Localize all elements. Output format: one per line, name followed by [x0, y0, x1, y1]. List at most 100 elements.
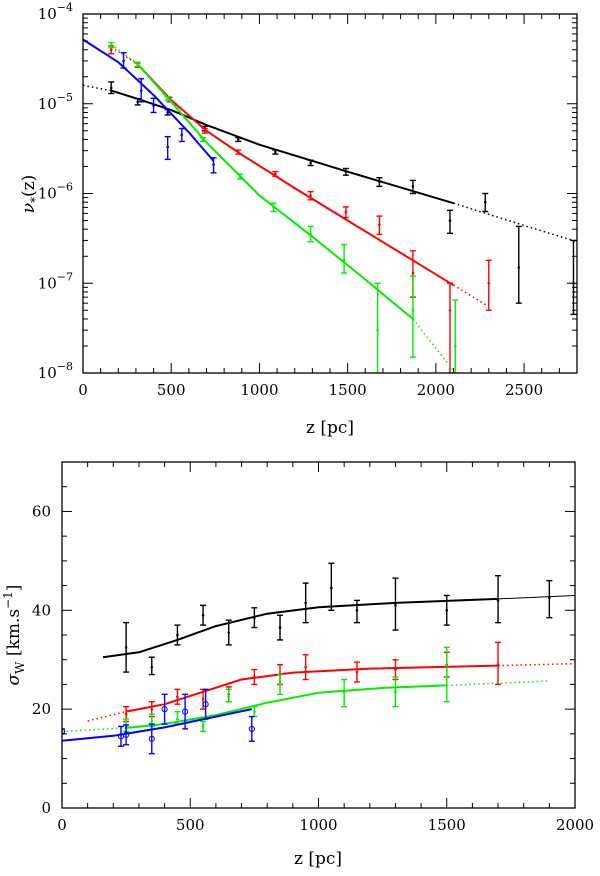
top-panel-black-data-point	[344, 170, 348, 173]
bottom-panel-green-fit-dotted	[62, 727, 127, 733]
top-panel-blue-data-point	[122, 59, 125, 63]
bottom-panel-black-data-point	[496, 599, 500, 602]
bottom-panel-red-data-point	[201, 697, 205, 701]
bottom-panel-series	[62, 562, 575, 755]
bottom-panel-red-extrapolation-dotted	[498, 662, 575, 667]
top-panel-black-data-point	[378, 180, 381, 184]
top-panel-black-data-point	[109, 86, 113, 90]
bottom-panel-green-data-point	[227, 695, 231, 699]
bottom-panel-blue-data-point	[202, 701, 209, 708]
top-panel-y-tick-base: 10	[38, 274, 57, 292]
bottom-panel-blue-data-point	[161, 706, 168, 713]
bottom-panel-green-data-point	[253, 710, 256, 713]
top-panel-blue-data-point	[180, 133, 184, 137]
top-panel-x-tick-label: 2500	[505, 381, 543, 399]
top-panel-y-label-sub: *	[28, 197, 42, 203]
top-panel-blue-data-point	[166, 145, 169, 149]
bottom-panel-green-data-point	[176, 717, 179, 721]
bottom-panel-y-label-sub: W	[13, 661, 27, 674]
top-panel-black-data-point	[448, 219, 452, 222]
top-panel-red-data-point	[109, 48, 113, 52]
top-panel-green-data-point	[376, 328, 379, 332]
top-panel-red-data-point	[344, 210, 348, 214]
bottom-panel-y-tick-label: 40	[32, 601, 51, 619]
top-panel-green-data-point	[201, 138, 205, 141]
bottom-panel-red-fit-dotted	[87, 710, 127, 722]
bottom-panel-y-label-unit-exp: −1	[1, 591, 15, 609]
top-panel-blue-data-point	[212, 163, 215, 166]
top-panel-red-data-point	[236, 150, 240, 154]
top-panel-x-tick-label: 500	[157, 381, 186, 399]
top-panel-y-label-tail: (z)	[19, 175, 39, 197]
bottom-panel-x-tick-label: 2000	[556, 816, 594, 834]
bottom-panel-black-data-point	[124, 646, 128, 649]
bottom-panel-red-data-point	[394, 668, 397, 671]
bottom-panel-x-tick-label: 1500	[428, 816, 466, 834]
top-panel-x-axis-label: z [pc]	[306, 418, 354, 438]
top-panel-ticks	[82, 13, 578, 374]
top-panel-blue-fit-line	[83, 38, 215, 162]
top-panel-black-data-point	[309, 161, 312, 165]
bottom-panel-red-data-point	[124, 712, 128, 716]
bottom-panel-red-data-point	[496, 663, 500, 666]
top-panel-y-tick-exp: −5	[57, 91, 73, 104]
bottom-panel-x-tick-labels: 0 500 1000 1500 2000	[57, 816, 594, 834]
top-panel-y-tick-label: 10−8	[38, 360, 73, 382]
bottom-panel-green-data-point	[278, 683, 282, 686]
top-panel-green-data-point	[166, 97, 169, 100]
bottom-panel-blue-data-point	[248, 725, 255, 733]
bottom-panel-green-data-point	[342, 690, 346, 694]
bottom-panel-black-data-point	[253, 616, 256, 619]
top-panel: 0 500 1000 1500 2000 2500 10−810−710−610−510−…	[19, 1, 578, 438]
bottom-panel-y-axis-label: σW [km.s−1]	[1, 585, 27, 686]
top-panel-red-data-point	[487, 281, 491, 285]
bottom-panel-black-data-point	[201, 613, 205, 617]
top-panel-red-fit-line	[136, 63, 455, 287]
top-panel-y-tick-label: 10−6	[38, 181, 73, 203]
top-panel-black-data-point	[411, 185, 415, 188]
bottom-panel-x-tick-label: 0	[57, 816, 67, 834]
top-panel-black-fit-dotted	[83, 84, 112, 92]
bottom-panel-green-data-point	[445, 675, 449, 679]
top-panel-y-tick-exp: −4	[57, 1, 73, 14]
top-panel-y-tick-labels: 10−810−710−610−510−4	[38, 1, 73, 382]
top-panel-red-data-point	[378, 223, 381, 226]
bottom-panel-y-tick-label: 20	[32, 700, 51, 718]
bottom-panel-y-label-unit-post: ]	[4, 585, 24, 592]
top-panel-green-fit-dotted	[110, 43, 139, 65]
top-panel-green-data-point	[309, 233, 312, 236]
top-panel-x-tick-label: 2000	[417, 381, 455, 399]
top-panel-red-fit-dotted	[110, 46, 139, 65]
top-panel-y-tick-label: 10−7	[38, 270, 73, 292]
bottom-panel-red-data-point	[150, 707, 154, 711]
bottom-panel-red-data-point	[176, 695, 179, 699]
bottom-panel-plot-area	[62, 562, 575, 755]
top-panel-red-data-point	[448, 308, 452, 312]
top-panel-y-tick-base: 10	[38, 185, 57, 203]
bottom-panel-green-data-point	[150, 720, 154, 723]
bottom-panel-black-extrapolation-thin	[498, 595, 575, 600]
bottom-panel: 0 500 1000 1500 2000 0 20 40 60 z [pc] σW [km.s…	[1, 461, 594, 869]
top-panel-y-tick-exp: −7	[57, 270, 73, 283]
top-panel-y-tick-exp: −6	[57, 181, 73, 194]
bottom-panel-black-data-point	[304, 601, 307, 605]
top-panel-black-data-point	[517, 266, 521, 269]
top-panel-black-data-point	[236, 138, 240, 141]
bottom-panel-blue-fit-line	[62, 708, 253, 742]
top-panel-red-data-point	[309, 194, 312, 197]
top-panel-y-label-base: ν	[19, 203, 39, 213]
bottom-panel-y-label-unit-pre: [km.s	[4, 609, 24, 656]
top-panel-green-data-point	[136, 63, 139, 66]
top-panel-green-data-point	[411, 308, 415, 312]
bottom-panel-black-data-point	[355, 608, 359, 612]
top-panel-red-data-point	[203, 129, 207, 133]
bottom-panel-black-data-point	[227, 631, 231, 634]
top-panel-plot-area	[83, 38, 577, 373]
top-panel-y-tick-base: 10	[38, 5, 57, 23]
top-panel-green-fit-line	[136, 63, 414, 320]
bottom-panel-blue-data-point	[148, 735, 155, 742]
bottom-panel-black-data-point	[548, 596, 551, 600]
bottom-panel-black-data-point	[150, 665, 154, 669]
